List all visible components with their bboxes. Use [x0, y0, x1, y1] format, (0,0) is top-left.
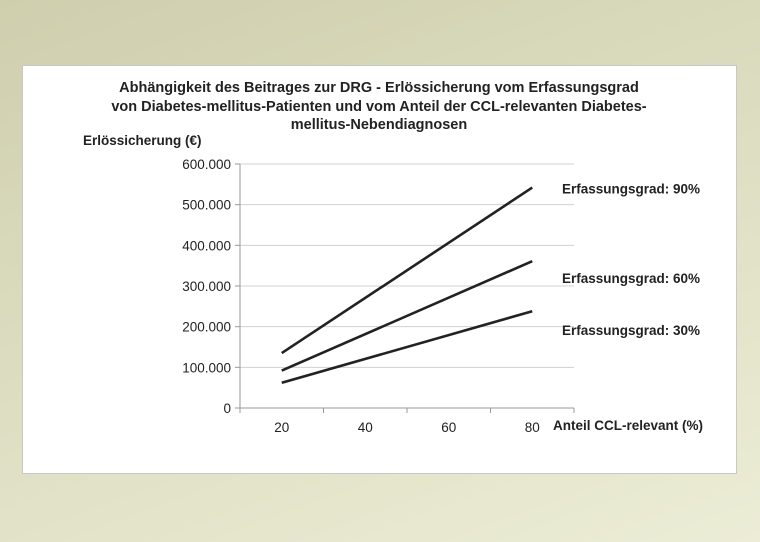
chart-title-line-3: mellitus-Nebendiagnosen [291, 117, 467, 133]
series-label: Erfassungsgrad: 60% [562, 271, 700, 286]
x-tick-label: 80 [525, 420, 540, 435]
chart-title-line-2: von Diabetes-mellitus-Patienten und vom … [111, 99, 646, 115]
line-chart: Abhängigkeit des Beitrages zur DRG - Erl… [83, 80, 703, 435]
y-tick-label: 500.000 [182, 198, 231, 213]
chart-title-line-1: Abhängigkeit des Beitrages zur DRG - Erl… [119, 80, 639, 96]
series-line [281, 309, 533, 385]
series-line [281, 260, 533, 372]
series-label: Erfassungsgrad: 90% [562, 182, 700, 197]
series-line [281, 186, 533, 355]
y-tick-label: 400.000 [182, 238, 231, 253]
y-tick-label: 200.000 [182, 320, 231, 335]
series-label: Erfassungsgrad: 30% [562, 323, 700, 338]
y-tick-label: 100.000 [182, 360, 231, 375]
x-axis-label: Anteil CCL-relevant (%) [553, 418, 703, 433]
y-tick-label: 600.000 [182, 157, 231, 172]
y-tick-label: 0 [223, 401, 231, 416]
x-tick-label: 20 [274, 420, 289, 435]
y-axis-label: Erlössicherung (€) [83, 133, 202, 148]
chart-panel: Abhängigkeit des Beitrages zur DRG - Erl… [22, 65, 737, 474]
x-tick-label: 60 [441, 420, 456, 435]
y-tick-label: 300.000 [182, 279, 231, 294]
x-tick-label: 40 [358, 420, 373, 435]
